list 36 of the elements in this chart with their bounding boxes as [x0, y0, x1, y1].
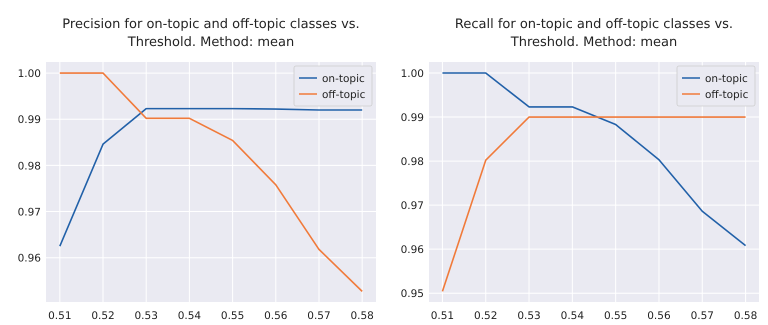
chart-title: Recall for on-topic and off-topic classes vs. Threshold. Method: mean [454, 17, 734, 50]
y-tick-label: 0.99 [400, 112, 424, 124]
x-tick-label: 0.54 [178, 310, 202, 322]
y-tick-label: 0.99 [18, 114, 41, 126]
x-tick-label: 0.52 [91, 310, 115, 322]
x-tick-label: 0.53 [517, 310, 541, 322]
y-tick-label: 1.00 [400, 68, 424, 80]
legend-label: off-topic [705, 89, 749, 101]
y-tick-label: 1.00 [18, 68, 41, 80]
x-tick-label: 0.56 [264, 310, 288, 322]
legend-label: on-topic [322, 73, 365, 85]
legend-label: off-topic [322, 89, 366, 101]
x-tick-label: 0.54 [560, 310, 584, 322]
x-tick-label: 0.56 [647, 310, 671, 322]
x-tick-label: 0.57 [690, 310, 714, 322]
x-tick-label: 0.55 [220, 310, 244, 322]
x-tick-label: 0.58 [350, 310, 374, 322]
y-tick-label: 0.98 [18, 160, 41, 172]
y-tick-label: 0.98 [400, 156, 424, 168]
x-tick-label: 0.55 [604, 310, 628, 322]
legend-label: on-topic [705, 73, 748, 85]
y-tick-label: 0.97 [400, 200, 424, 212]
x-tick-label: 0.58 [734, 310, 758, 322]
y-tick-label: 0.96 [18, 252, 42, 265]
x-tick-label: 0.57 [307, 310, 331, 322]
line-series [442, 72, 746, 246]
x-tick-label: 0.51 [48, 310, 72, 322]
x-tick-label: 0.51 [430, 310, 454, 322]
chart-title: Precision for on-topic and off-topic classes vs. Threshold. Method: mean [62, 17, 360, 50]
y-tick-label: 0.95 [400, 288, 424, 300]
line-series [59, 72, 363, 292]
x-tick-label: 0.52 [474, 310, 498, 322]
y-tick-label: 0.97 [18, 206, 41, 219]
x-tick-label: 0.53 [134, 310, 158, 322]
y-tick-label: 0.96 [400, 244, 424, 256]
line-series [59, 108, 363, 247]
